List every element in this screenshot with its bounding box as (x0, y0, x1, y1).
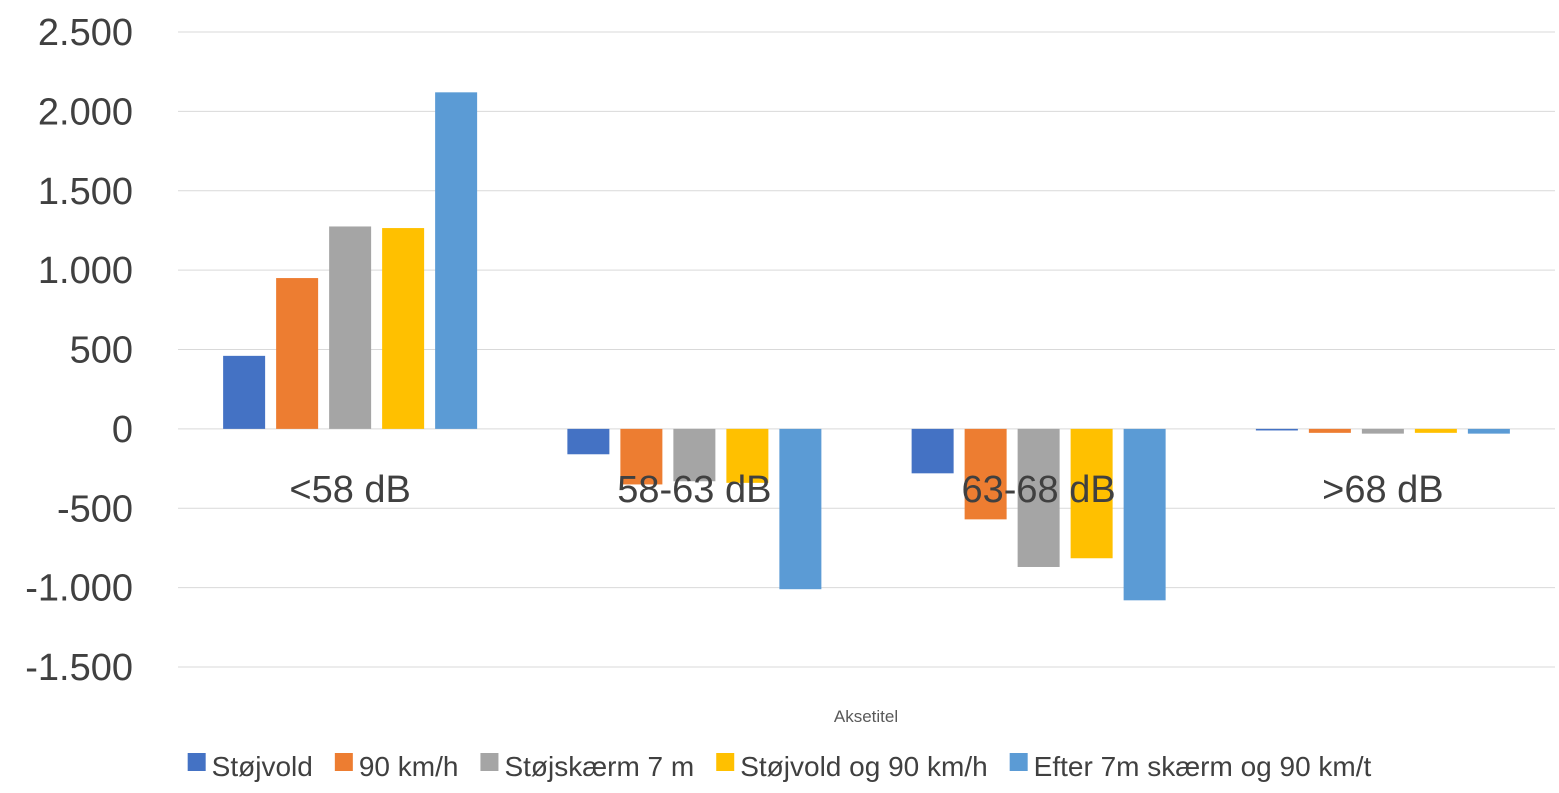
y-tick-label: 1.500 (38, 171, 133, 213)
bars (223, 92, 1510, 601)
bar (673, 428, 716, 482)
legend-swatch (480, 753, 499, 771)
category-labels: <58 dB 58-63 dB 63-68 dB >68 dB (289, 469, 1443, 511)
y-tick-label: 500 (70, 330, 133, 372)
legend-label: 90 km/h (359, 751, 459, 782)
bar (1414, 428, 1457, 433)
legend-item: Støjskærm 7 m (480, 751, 694, 782)
legend: Støjvold 90 km/h Støjskærm 7 m Støjvold og … (187, 751, 1372, 782)
y-axis-tick-labels: 2.500 2.000 1.500 1.000 500 0 -500 -1.000 -1.500 (25, 12, 133, 689)
bar (567, 428, 610, 455)
bar (779, 428, 822, 590)
legend-item: Efter 7m skærm og 90 km/t (1009, 751, 1372, 782)
bar (1467, 428, 1510, 434)
legend-label: Støjvold (212, 751, 313, 782)
category-label: 63-68 dB (962, 469, 1116, 511)
y-tick-label: -1.500 (25, 647, 133, 689)
bar (911, 428, 954, 474)
bar (382, 228, 425, 429)
bar (223, 355, 266, 429)
legend-label: Efter 7m skærm og 90 km/t (1034, 751, 1372, 782)
category-label: <58 dB (289, 469, 411, 511)
legend-swatch (334, 753, 353, 771)
legend-label: Støjvold og 90 km/h (740, 751, 987, 782)
category-label: 58-63 dB (617, 469, 771, 511)
legend-item: Støjvold (187, 751, 313, 782)
legend-swatch (716, 753, 735, 771)
y-tick-label: 2.000 (38, 91, 133, 133)
bar (964, 428, 1007, 520)
legend-label: Støjskærm 7 m (504, 751, 694, 782)
legend-swatch (1009, 753, 1028, 771)
bar (1017, 428, 1060, 567)
y-tick-label: -1.000 (25, 568, 133, 610)
legend-item: 90 km/h (334, 751, 459, 782)
bar (726, 428, 769, 483)
bar (1123, 428, 1166, 601)
x-axis-title: Aksetitel (834, 707, 898, 726)
bar (1255, 428, 1298, 431)
bar (276, 278, 319, 429)
bar (329, 226, 372, 429)
legend-item: Støjvold og 90 km/h (716, 751, 988, 782)
bar (435, 92, 478, 429)
y-tick-label: 2.500 (38, 12, 133, 54)
category-label: >68 dB (1322, 469, 1444, 511)
y-tick-label: 1.000 (38, 250, 133, 292)
legend-swatch (187, 753, 206, 771)
bar (1308, 428, 1351, 433)
bar (620, 428, 663, 485)
y-tick-label: -500 (57, 488, 133, 530)
y-tick-label: 0 (112, 409, 133, 451)
bar (1070, 428, 1113, 559)
bar (1361, 428, 1404, 434)
